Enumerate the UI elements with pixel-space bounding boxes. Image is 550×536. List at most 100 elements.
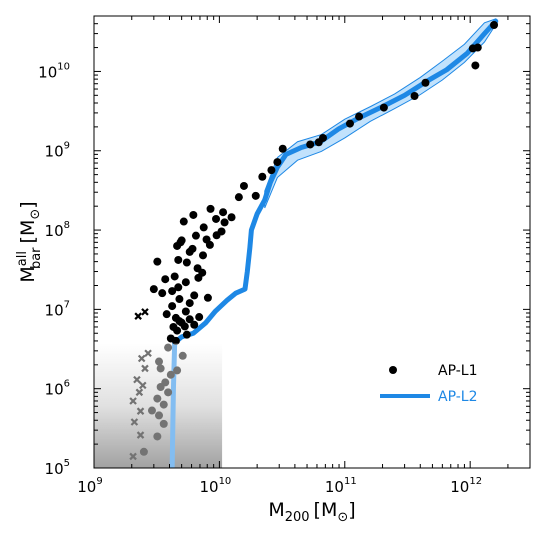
ap-l1-cross [141, 364, 149, 373]
ap-l1-point [185, 299, 194, 308]
ap-l1-point [178, 351, 187, 360]
ap-l1-cross [136, 431, 145, 439]
ap-l1-point [471, 61, 480, 70]
ap-l1-point [234, 193, 243, 202]
ap-l1-point [195, 313, 204, 322]
ap-l1-point [166, 334, 175, 343]
ap-l1-point [410, 92, 419, 101]
ap-l1-point [182, 258, 191, 267]
ap-l1-cross [144, 349, 152, 357]
ap-l1-point [267, 166, 276, 175]
ap-l1-point [473, 43, 482, 52]
ap-l2-band [264, 18, 497, 209]
x-axis-label: M200 [M⊙] [268, 499, 355, 525]
y-tick-label: 108 [45, 220, 70, 240]
ap-l1-point [206, 204, 215, 213]
ap-l1-cross [129, 397, 137, 405]
ap-l1-point [164, 343, 173, 352]
ap-l1-point [212, 214, 221, 223]
y-tick-label: 105 [45, 458, 70, 478]
ap-l1-cross [137, 354, 146, 363]
ap-l1-point [161, 378, 170, 387]
y-tick-label: 106 [45, 379, 70, 399]
ap-l1-point [179, 217, 188, 226]
ap-l1-point [168, 287, 177, 296]
x-tick-label: 1010 [199, 476, 231, 496]
x-tick-label: 1012 [450, 476, 482, 496]
ap-l1-point [318, 133, 327, 142]
ap-l1-point [161, 275, 170, 284]
ap-l1-point [421, 78, 430, 87]
ap-l1-point [149, 285, 158, 294]
ap-l1-point [379, 103, 388, 112]
ap-l1-point [153, 394, 162, 403]
ap-l1-point [202, 235, 211, 244]
ap-l1-point [159, 400, 168, 409]
ap-l1-point [490, 21, 499, 30]
legend-marker-ap-l1 [389, 366, 397, 374]
ap-l1-point [198, 251, 207, 260]
ap-l1-point [251, 191, 260, 200]
ap-l1-point [181, 278, 190, 287]
x-tick-label: 109 [77, 476, 102, 496]
ap-l1-point [166, 370, 175, 379]
ap-l1-point [217, 227, 226, 236]
legend-label-ap-l1: AP-L1 [438, 363, 477, 379]
ap-l1-point [306, 140, 315, 149]
ap-l1-cross [133, 375, 141, 384]
ap-l1-point [153, 257, 162, 266]
ap-l1-point [174, 255, 183, 264]
ap-l1-point [164, 388, 173, 397]
ap-l1-point [169, 322, 178, 331]
ap-l1-point [188, 244, 197, 253]
ap-l1-point [162, 310, 171, 319]
ap-l1-point [168, 302, 177, 311]
ap-l1-point [239, 181, 248, 190]
ap-l1-point [345, 119, 354, 128]
ap-l1-point [190, 320, 199, 329]
ap-l1-point [273, 158, 282, 167]
ap-l1-cross [134, 312, 142, 320]
y-tick-label: 1010 [38, 61, 70, 81]
ap-l1-point [155, 411, 164, 420]
ap-l1-point [220, 218, 229, 227]
ap-l1-point [193, 264, 202, 273]
ap-l1-point [203, 293, 212, 302]
shaded-region-overlay [94, 343, 223, 468]
legend-label-ap-l2: AP-L2 [438, 389, 477, 405]
ap-l1-point [258, 172, 267, 181]
legend: AP-L1 AP-L2 [380, 363, 477, 405]
ap-l1-point [191, 231, 200, 240]
y-tick-label: 109 [45, 141, 70, 161]
ap-l1-cross [135, 388, 144, 397]
ap-l1-point [199, 223, 208, 232]
ap-l1-point [355, 112, 364, 121]
ap-l1-cross [139, 381, 147, 390]
ap-l1-cross [130, 418, 139, 426]
ap-l1-point [139, 447, 148, 456]
ap-l1-point [227, 213, 236, 222]
ap-l1-cross [141, 308, 149, 316]
ap-l1-cross [129, 452, 137, 461]
ap-l1-point [185, 315, 194, 324]
ap-l1-point [182, 330, 191, 339]
ap-l1-cross [136, 407, 145, 415]
y-tick-label: 107 [45, 299, 70, 319]
ap-l1-point [171, 313, 180, 322]
ap-l1-point [175, 295, 184, 304]
ap-l1-point [219, 208, 228, 217]
ap-l1-point [189, 210, 198, 219]
ap-l1-point [190, 291, 199, 300]
ap-l1-point [156, 364, 165, 373]
ap-l1-point [153, 432, 162, 441]
y-axis-label: Mallbar[M⊙] [15, 201, 44, 282]
ap-l1-point [158, 289, 167, 298]
ap-l1-point [278, 144, 287, 153]
ap-l1-point [147, 406, 156, 415]
ap-l1-point [173, 366, 182, 375]
ap-l2-line [169, 18, 499, 468]
ap-l1-point [159, 419, 168, 428]
ap-l1-point [155, 357, 164, 366]
